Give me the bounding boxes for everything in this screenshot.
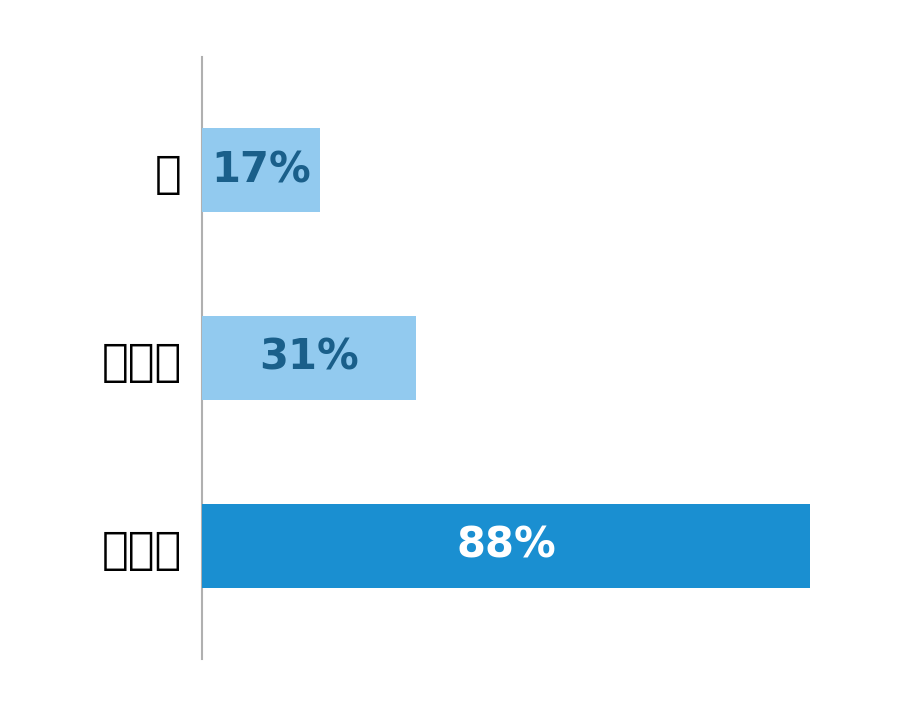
- Bar: [202, 503, 809, 589]
- Bar: [202, 127, 320, 213]
- Text: 17%: 17%: [211, 149, 311, 191]
- Text: 31%: 31%: [259, 337, 358, 379]
- Bar: [202, 316, 416, 400]
- Text: 88%: 88%: [456, 525, 555, 567]
